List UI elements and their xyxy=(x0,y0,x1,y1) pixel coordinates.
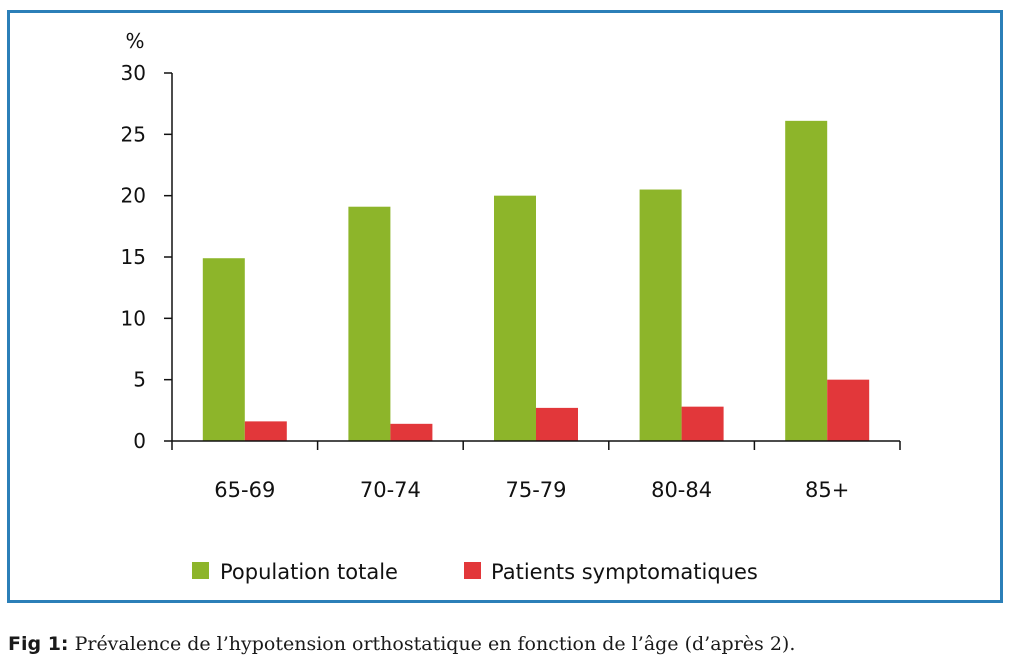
bar-population-totale-75-79 xyxy=(494,195,536,441)
y-tick-label: 5 xyxy=(133,368,146,392)
bar-patients-symptomatiques-75-79 xyxy=(536,407,578,441)
bar-chart: % 0 5 10 15 20 25 30 65-69 70-74 75-79 80-84 85+ Po… xyxy=(121,29,901,584)
bar-patients-symptomatiques-70-74 xyxy=(390,423,433,441)
legend: Population totale Patients symptomatiques xyxy=(192,560,758,584)
legend-label-population-totale: Population totale xyxy=(220,560,398,584)
bar-patients-symptomatiques-65-69 xyxy=(244,421,287,441)
bar-population-totale-85+ xyxy=(785,120,828,441)
y-tick-label: 20 xyxy=(121,184,146,208)
bar-population-totale-65-69 xyxy=(202,258,245,441)
y-axis-unit: % xyxy=(125,29,144,53)
figure-caption-text: Prévalence de l’hypotension orthostatiqu… xyxy=(68,633,796,655)
y-tick-label: 25 xyxy=(121,122,146,146)
figure-label: Fig 1: xyxy=(8,633,69,655)
x-tick-label: 75-79 xyxy=(505,478,566,502)
bar-population-totale-70-74 xyxy=(348,206,391,441)
x-tick-label: 70-74 xyxy=(360,478,421,502)
y-tick-label: 30 xyxy=(121,61,146,85)
bar-patients-symptomatiques-85+ xyxy=(827,379,870,441)
figure-caption: Fig 1: Prévalence de l’hypotension ortho… xyxy=(8,633,795,655)
x-tick-label: 65-69 xyxy=(214,478,275,502)
bar-patients-symptomatiques-80-84 xyxy=(681,406,724,441)
bars-group xyxy=(202,120,870,441)
axes-group: 0 5 10 15 20 25 30 65-69 70-74 75-79 80-84 85+ xyxy=(121,61,901,502)
legend-swatch-patients-symptomatiques xyxy=(464,562,481,579)
y-tick-label: 10 xyxy=(121,306,146,330)
y-tick-label: 0 xyxy=(133,429,146,453)
y-tick-label: 15 xyxy=(121,245,146,269)
bar-population-totale-80-84 xyxy=(639,189,682,441)
legend-label-patients-symptomatiques: Patients symptomatiques xyxy=(491,560,758,584)
x-tick-label: 80-84 xyxy=(651,478,712,502)
x-tick-label: 85+ xyxy=(805,478,849,502)
legend-swatch-population-totale xyxy=(192,562,209,579)
